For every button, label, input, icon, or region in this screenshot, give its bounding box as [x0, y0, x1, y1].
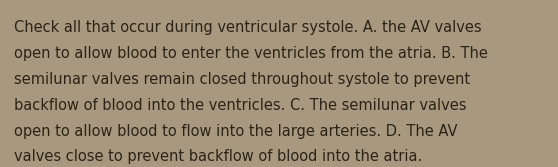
Text: valves close to prevent backflow of blood into the atria.: valves close to prevent backflow of bloo…	[14, 149, 422, 164]
Text: backflow of blood into the ventricles. C. The semilunar valves: backflow of blood into the ventricles. C…	[14, 98, 466, 113]
Text: semilunar valves remain closed throughout systole to prevent: semilunar valves remain closed throughou…	[14, 72, 470, 87]
Text: Check all that occur during ventricular systole. A. the AV valves: Check all that occur during ventricular …	[14, 20, 482, 35]
Text: open to allow blood to flow into the large arteries. D. The AV: open to allow blood to flow into the lar…	[14, 124, 458, 139]
Text: open to allow blood to enter the ventricles from the atria. B. The: open to allow blood to enter the ventric…	[14, 46, 488, 61]
